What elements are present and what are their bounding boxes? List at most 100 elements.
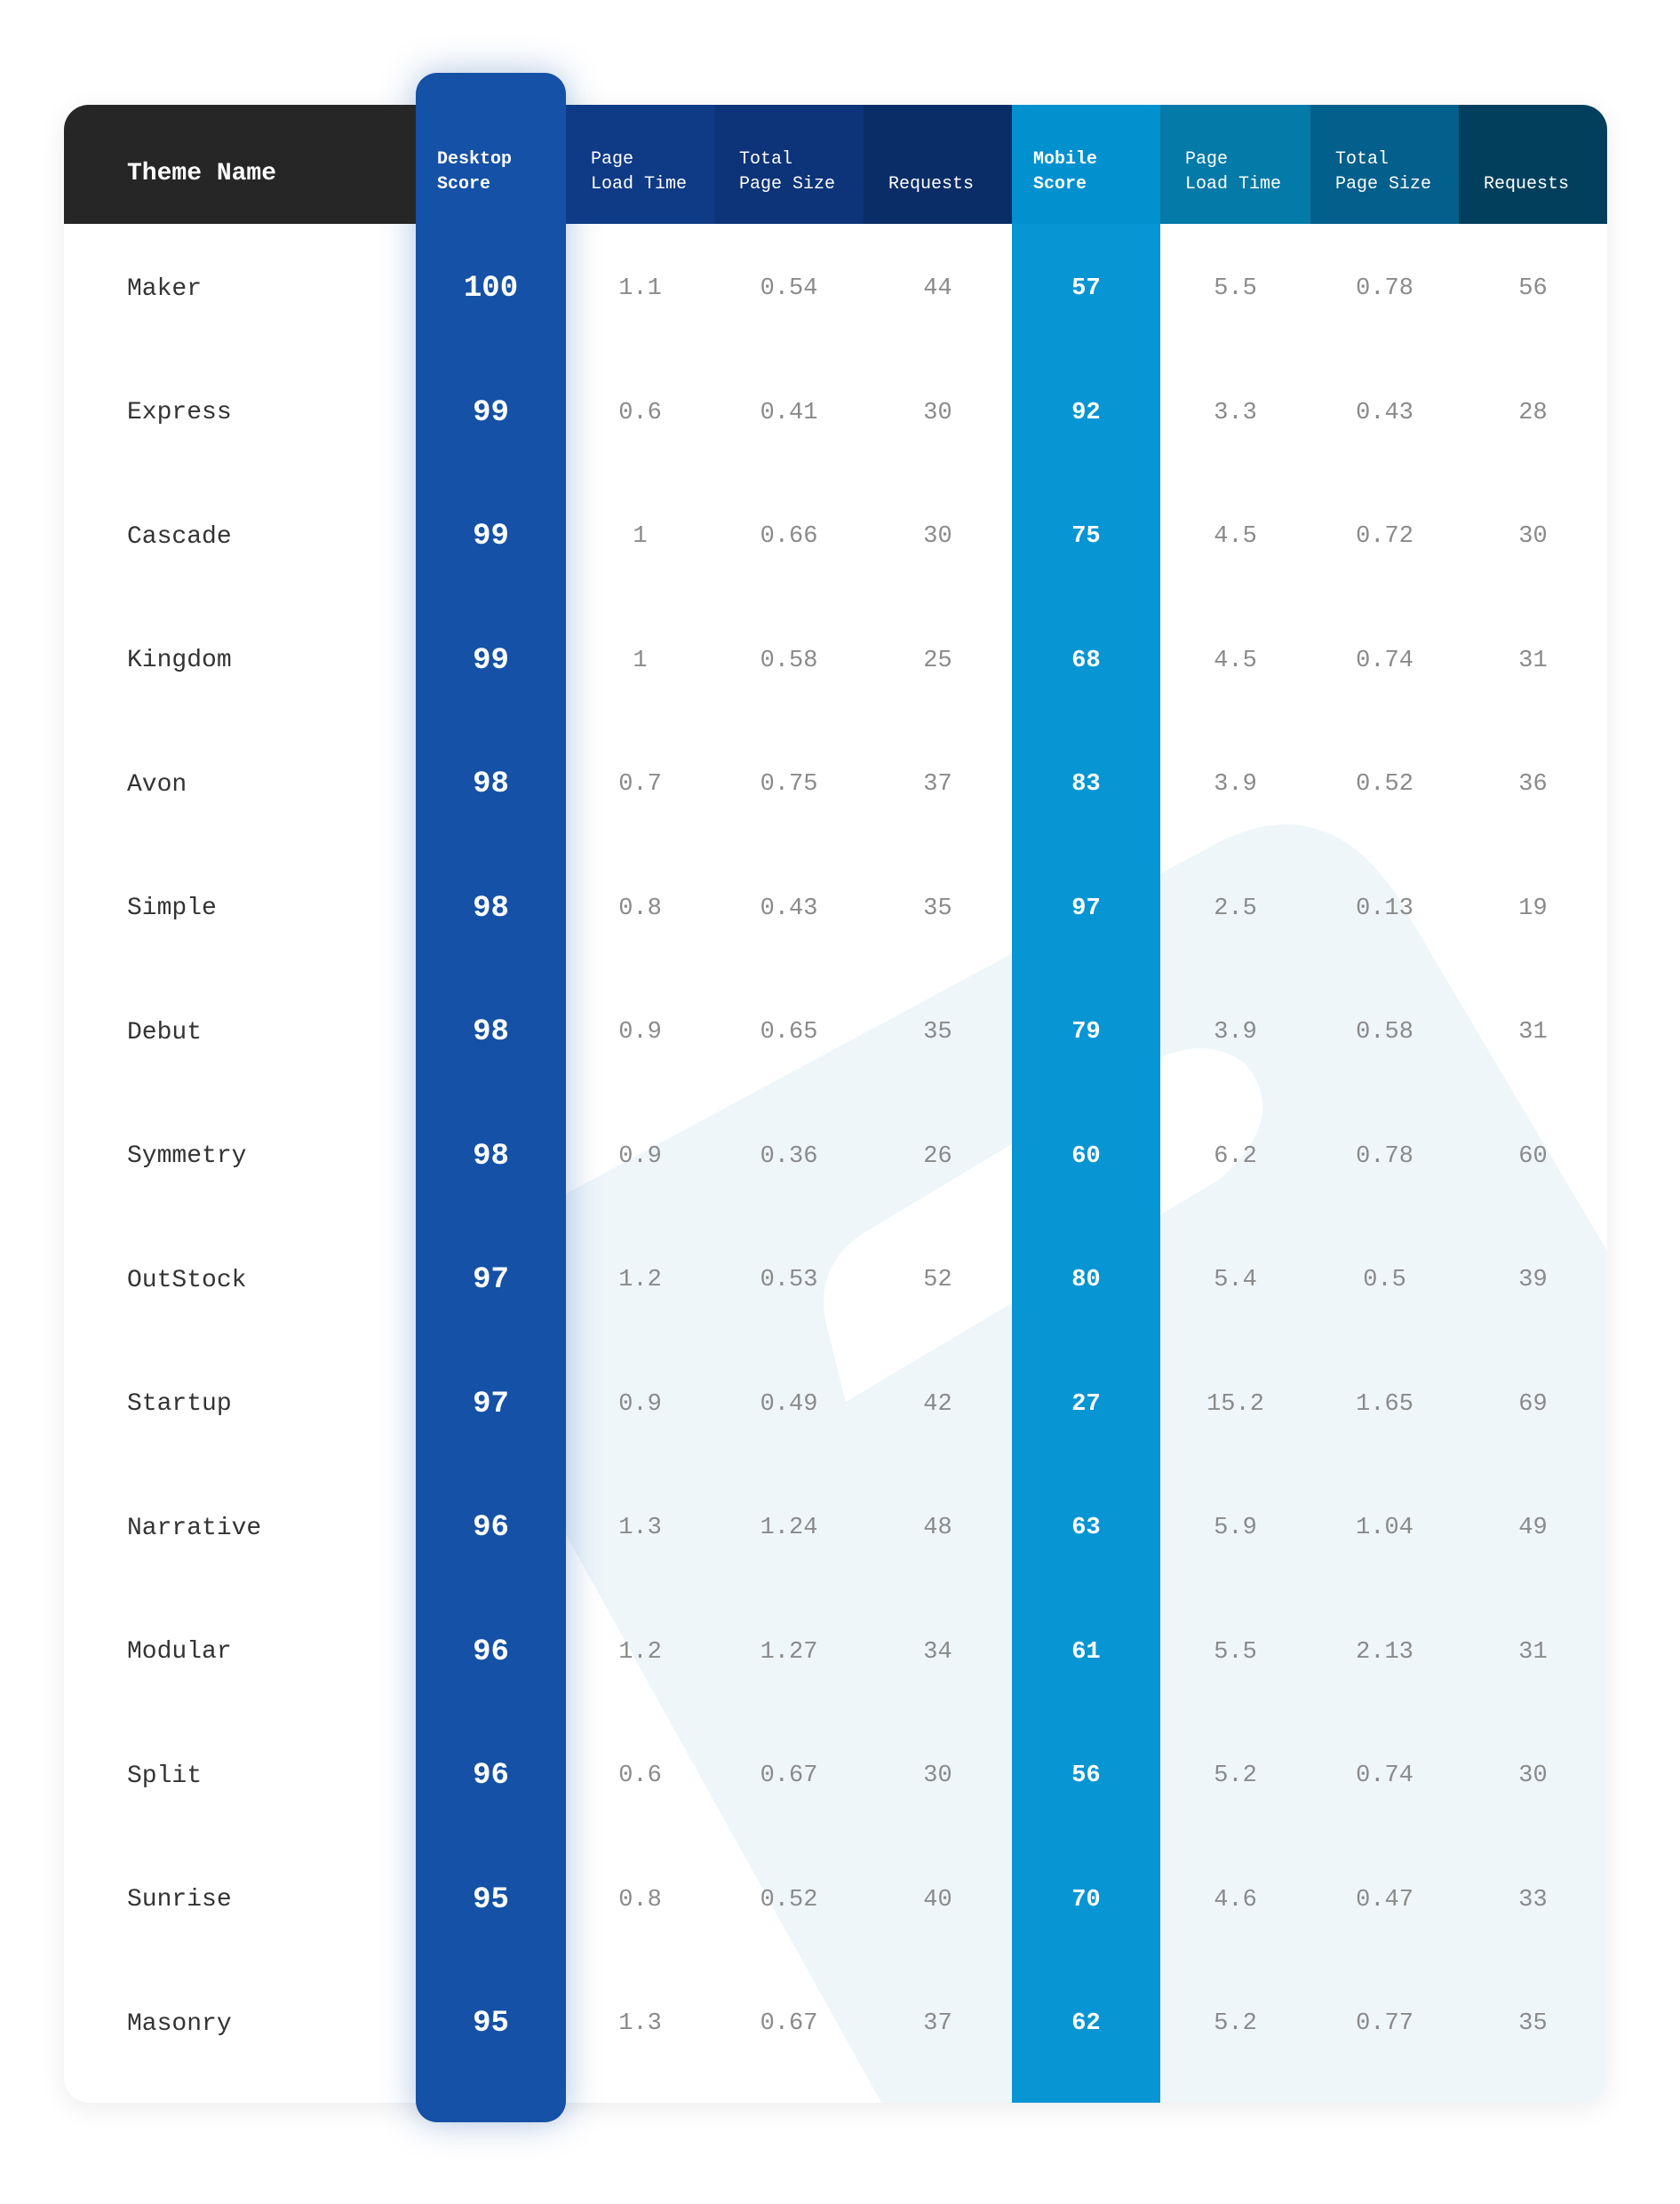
table-cell: 0.78 (1356, 275, 1413, 302)
table-cell: 60 (1071, 1142, 1101, 1170)
table-cell: 99 (473, 520, 509, 553)
table-cell: 68 (1071, 647, 1101, 674)
table-cell: 1.3 (618, 1515, 662, 1541)
table-cell: 1 (633, 523, 648, 550)
table-cell: 0.6 (618, 1762, 662, 1789)
table-cell: 52 (923, 1267, 952, 1293)
table-cell: 99 (473, 643, 509, 678)
table-cell: 0.67 (760, 1762, 818, 1789)
theme-name: Sunrise (127, 1886, 232, 1914)
table-cell: 26 (923, 1142, 952, 1170)
column-header: Mobile Score (1012, 105, 1160, 224)
table-cell: 48 (923, 1515, 952, 1541)
table-cell: 83 (1071, 771, 1101, 798)
table-cell: 0.78 (1356, 1142, 1413, 1170)
table-cell: 33 (1518, 1886, 1548, 1914)
table-cell: 0.74 (1356, 1762, 1413, 1789)
table-cell: 99 (473, 395, 509, 430)
table-cell: 0.65 (760, 1019, 818, 1046)
table-cell: 4.6 (1214, 1886, 1257, 1914)
table-cell: 98 (473, 1139, 509, 1174)
table-cell: 0.47 (1356, 1886, 1413, 1914)
table-cell: 5.9 (1214, 1515, 1257, 1541)
table-cell: 30 (1518, 1762, 1548, 1789)
table-cell: 92 (1071, 399, 1101, 426)
table-cell: 3.9 (1214, 771, 1257, 798)
table-cell: 1.04 (1356, 1515, 1413, 1541)
table-cell: 80 (1071, 1267, 1101, 1293)
theme-name: Simple (127, 895, 217, 922)
table-cell: 0.74 (1356, 647, 1413, 674)
table-cell: 79 (1071, 1019, 1101, 1046)
table-cell: 44 (923, 275, 952, 302)
table-cell: 0.36 (760, 1142, 818, 1170)
table-cell: 75 (1071, 523, 1101, 550)
table-cell: 0.8 (618, 895, 662, 922)
table-cell: 1.27 (760, 1638, 818, 1666)
table-cell: 35 (1518, 2010, 1548, 2037)
table-cell: 0.13 (1356, 895, 1413, 922)
table-cell: 97 (473, 1387, 509, 1421)
table-cell: 96 (473, 1635, 509, 1669)
theme-name: Avon (127, 770, 187, 799)
table-cell: 30 (923, 399, 952, 426)
table-cell: 0.9 (618, 1019, 662, 1046)
table-cell: 31 (1518, 1019, 1548, 1046)
table-cell: 15.2 (1206, 1390, 1264, 1418)
table-cell: 27 (1071, 1390, 1101, 1418)
table-cell: 0.9 (618, 1142, 662, 1170)
table-cell: 0.8 (618, 1886, 662, 1914)
table-cell: 28 (1518, 399, 1548, 426)
table-cell: 0.53 (760, 1267, 818, 1293)
table-cell: 70 (1071, 1886, 1101, 1914)
table-cell: 25 (923, 647, 952, 674)
theme-name: OutStock (127, 1266, 247, 1294)
table-cell: 0.5 (1363, 1267, 1406, 1293)
table-cell: 0.54 (760, 275, 818, 302)
table-cell: 3.9 (1214, 1019, 1257, 1046)
table-cell: 96 (473, 1511, 509, 1545)
table-cell: 19 (1518, 895, 1548, 922)
table-cell: 95 (473, 1882, 509, 1917)
column-header: Page Load Time (1160, 105, 1310, 224)
table-cell: 60 (1518, 1142, 1548, 1170)
theme-name: Cascade (127, 522, 232, 551)
table-cell: 0.67 (760, 2010, 818, 2037)
table-cell: 37 (923, 771, 952, 798)
table-cell: 30 (923, 1762, 952, 1789)
table-cell: 69 (1518, 1390, 1548, 1418)
table-cell: 5.2 (1214, 2010, 1257, 2037)
theme-name: Symmetry (127, 1142, 247, 1170)
column-header: Total Page Size (714, 105, 864, 224)
table-cell: 36 (1518, 771, 1548, 798)
table-cell: 40 (923, 1886, 952, 1914)
theme-name: Maker (127, 275, 203, 303)
table-cell: 34 (923, 1638, 952, 1666)
table-cell: 0.6 (618, 399, 662, 426)
table-cell: 6.2 (1214, 1142, 1257, 1170)
table-cell: 49 (1518, 1515, 1548, 1541)
table-cell: 0.49 (760, 1390, 818, 1418)
table-cell: 2.5 (1214, 895, 1257, 922)
table-cell: 0.58 (1356, 1019, 1413, 1046)
table-cell: 0.43 (1356, 399, 1413, 426)
table-cell: 95 (473, 2007, 509, 2041)
table-cell: 0.77 (1356, 2010, 1413, 2037)
table-cell: 56 (1518, 275, 1548, 302)
table-cell: 42 (923, 1390, 952, 1418)
mobile-column-highlight (1012, 224, 1160, 2103)
table-cell: 39 (1518, 1267, 1548, 1293)
theme-name: Kingdom (127, 647, 232, 674)
table-cell: 35 (923, 895, 952, 922)
table-cell: 0.75 (760, 771, 818, 798)
table-cell: 30 (1518, 523, 1548, 550)
table-cell: 2.13 (1356, 1638, 1413, 1666)
column-header: Desktop Score (437, 149, 513, 195)
table-cell: 61 (1071, 1638, 1101, 1666)
theme-name: Express (127, 399, 232, 426)
table-cell: 0.52 (760, 1886, 818, 1914)
table-cell: 30 (923, 523, 952, 550)
table-cell: 4.5 (1214, 523, 1257, 550)
table-cell: 1.3 (618, 2010, 662, 2037)
table-cell: 3.3 (1214, 399, 1257, 426)
